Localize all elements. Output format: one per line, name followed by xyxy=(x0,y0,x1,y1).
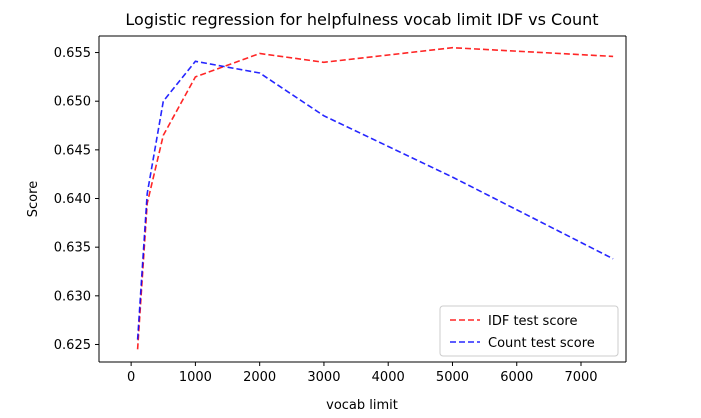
x-axis: 0 1000 2000 3000 4000 5000 6000 7000 xyxy=(127,362,598,385)
series-layer xyxy=(136,46,614,350)
y-tick-label: 0.630 xyxy=(54,289,91,304)
series-line-count xyxy=(136,60,614,340)
y-tick-label: 0.625 xyxy=(54,338,91,353)
y-axis-title: Score xyxy=(26,181,41,217)
x-tick-label: 1000 xyxy=(179,370,212,385)
x-tick-label: 6000 xyxy=(500,370,533,385)
plot-frame xyxy=(98,35,627,363)
chart-title: Logistic regression for helpfulness voca… xyxy=(125,10,598,29)
x-tick-label: 2000 xyxy=(243,370,276,385)
y-tick-label: 0.635 xyxy=(54,241,91,256)
series-line-idf xyxy=(136,46,614,350)
x-axis-title: vocab limit xyxy=(326,398,398,413)
y-tick-label: 0.645 xyxy=(54,143,91,158)
x-tick-label: 3000 xyxy=(307,370,340,385)
y-tick-label: 0.655 xyxy=(54,46,91,61)
legend: IDF test score Count test score xyxy=(439,305,619,357)
y-axis: 0.625 0.630 0.635 0.640 0.645 0.650 0.655 xyxy=(54,46,99,353)
legend-label-idf: IDF test score xyxy=(488,314,577,329)
x-tick-label: 7000 xyxy=(564,370,597,385)
y-tick-label: 0.650 xyxy=(54,95,91,110)
x-tick-label: 5000 xyxy=(436,370,469,385)
x-tick-label: 4000 xyxy=(372,370,405,385)
x-tick-label: 0 xyxy=(127,370,135,385)
legend-label-count: Count test score xyxy=(488,336,595,351)
y-tick-label: 0.640 xyxy=(54,192,91,207)
legend-box xyxy=(439,305,619,357)
